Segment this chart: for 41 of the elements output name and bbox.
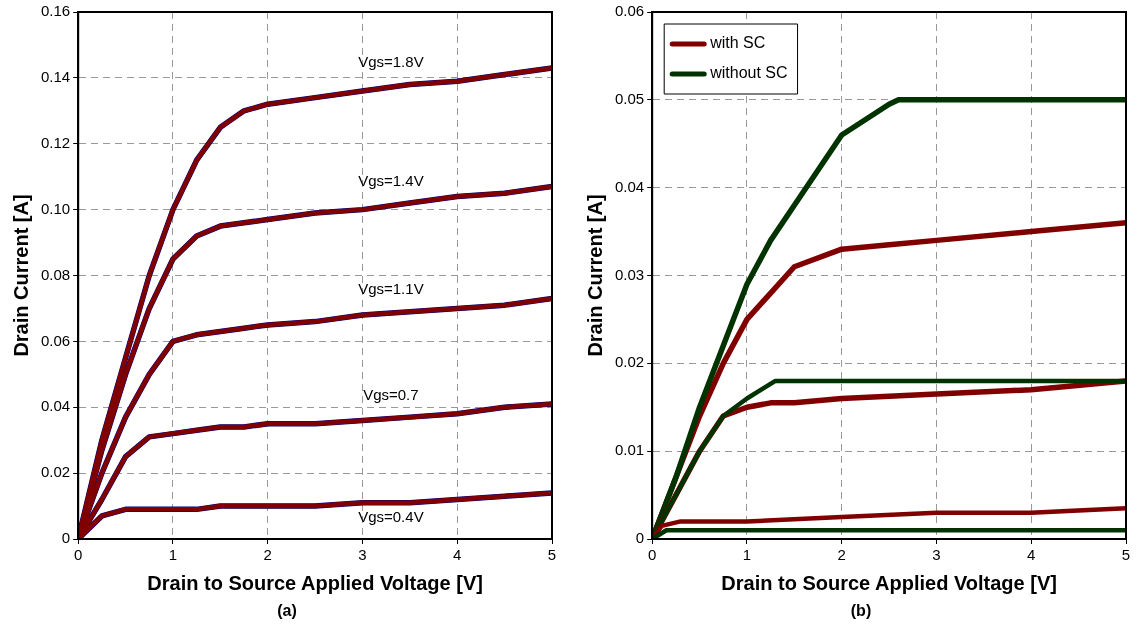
x-tick-label: 2 (263, 546, 272, 564)
y-tick-label: 0.02 (614, 353, 645, 371)
legend-label: with SC (709, 34, 766, 52)
y-tick-label: 0.05 (614, 89, 645, 107)
x-tick-label: 3 (932, 546, 941, 564)
y-tick-label: 0.03 (614, 265, 645, 283)
y-tick-label: 0.01 (614, 441, 645, 459)
y-tick-label: 0.02 (40, 463, 71, 481)
x-tick-label: 1 (742, 546, 752, 564)
y-tick-label: 0.10 (40, 199, 71, 217)
series-label: Vgs=0.7 (363, 385, 419, 403)
text: (a) (277, 602, 297, 620)
series-label: Vgs=0.4V (358, 508, 424, 526)
y-tick-label: 0.04 (614, 177, 645, 195)
x-tick-label: 0 (648, 546, 657, 564)
x-tick-label: 2 (837, 546, 846, 564)
y-tick-label: 0.14 (40, 68, 71, 86)
series-label: Vgs=1.8V (358, 53, 424, 71)
y-axis-title: Drain Current [A] (583, 194, 606, 357)
x-tick-label: 3 (358, 546, 367, 564)
y-axis-title: Drain Current [A] (9, 194, 32, 357)
y-tick-label: 0.08 (40, 265, 71, 283)
x-tick-label: 5 (547, 546, 557, 564)
y-tick-label: 0 (61, 529, 71, 547)
series-label: Vgs=1.4V (358, 171, 424, 189)
y-tick-label: 0.06 (40, 331, 71, 349)
x-tick-label: 5 (1121, 546, 1131, 564)
series-label: Vgs=1.1V (358, 280, 424, 298)
y-tick-label: 0.06 (614, 2, 645, 20)
x-tick-label: 4 (453, 546, 462, 564)
legend-label: without SC (709, 64, 788, 82)
y-tick-label: 0.04 (40, 397, 71, 415)
x-tick-label: 0 (74, 546, 83, 564)
y-tick-label: 0.12 (40, 133, 71, 151)
text: (b) (850, 602, 872, 620)
x-tick-label: 1 (168, 546, 178, 564)
y-tick-label: 0.16 (40, 2, 71, 20)
x-tick-label: 4 (1027, 546, 1036, 564)
y-tick-label: 0 (635, 529, 645, 547)
x-axis-title: Drain to Source Applied Voltage [V] (147, 571, 483, 594)
x-axis-title: Drain to Source Applied Voltage [V] (721, 571, 1057, 594)
